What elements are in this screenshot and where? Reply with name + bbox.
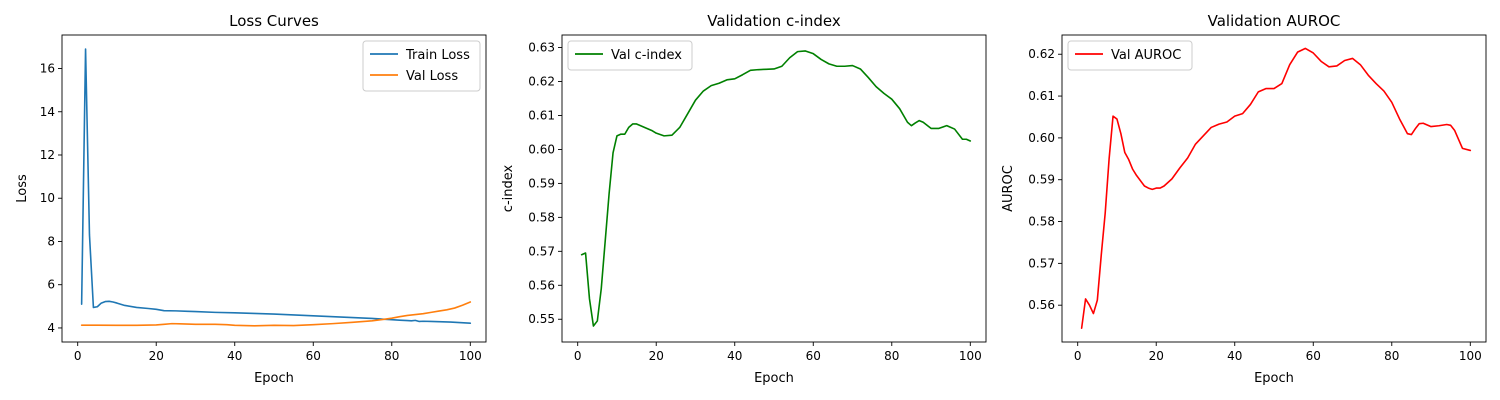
legend-box xyxy=(567,40,693,71)
legend-label: Val Loss xyxy=(406,69,458,84)
series-line-1-1 xyxy=(80,48,472,324)
y-axis-label: c-index xyxy=(501,164,516,212)
legend-label: Train Loss xyxy=(405,48,470,63)
x-tick-label: 100 xyxy=(959,349,982,363)
y-tick-label: 0.57 xyxy=(528,244,555,258)
series-line-2-1 xyxy=(580,50,972,327)
x-tick-label: 0 xyxy=(74,349,82,363)
x-tick-label: 0 xyxy=(1074,349,1082,363)
x-tick-label: 20 xyxy=(649,349,664,363)
y-tick-label: 16 xyxy=(40,62,55,76)
x-axis-label: Epoch xyxy=(754,371,794,386)
y-tick-label: 0.57 xyxy=(1028,256,1055,270)
y-tick-label: 0.58 xyxy=(528,210,555,224)
y-tick-label: 0.60 xyxy=(1028,131,1055,145)
x-tick-label: 40 xyxy=(727,349,742,363)
y-tick-label: 14 xyxy=(40,105,55,119)
x-tick-label: 20 xyxy=(149,349,164,363)
y-tick-label: 0.59 xyxy=(1028,173,1055,187)
series-line-1-2 xyxy=(80,301,472,327)
y-tick-label: 0.61 xyxy=(1028,89,1055,103)
x-tick-label: 60 xyxy=(806,349,821,363)
axes-frame xyxy=(561,34,987,343)
x-tick-label: 100 xyxy=(459,349,482,363)
legend-box xyxy=(1067,40,1193,71)
subplot-3: 0 20 40 60 80 100 0.56 0.57 0.58 0.59 0.60 0.61 0.62… xyxy=(1001,12,1487,386)
x-axis-label: Epoch xyxy=(1254,371,1294,386)
y-tick-label: 0.59 xyxy=(528,176,555,190)
x-tick-label: 40 xyxy=(1227,349,1242,363)
y-tick-label: 0.55 xyxy=(528,312,555,326)
chart-title: Loss Curves xyxy=(229,12,319,30)
y-axis-label: Loss xyxy=(15,174,30,203)
axes-frame xyxy=(61,34,487,343)
x-tick-label: 100 xyxy=(1459,349,1482,363)
x-tick-label: 0 xyxy=(574,349,582,363)
x-tick-label: 80 xyxy=(1384,349,1399,363)
y-tick-label: 0.63 xyxy=(528,41,555,55)
x-axis-label: Epoch xyxy=(254,371,294,386)
legend: Val c-index xyxy=(567,40,693,71)
subplot-2: 0 20 40 60 80 100 0.55 0.56 0.57 0.58 0.59 0.60 0.61… xyxy=(501,12,987,386)
y-tick-label: 8 xyxy=(47,234,55,248)
series-line-3-1 xyxy=(1080,47,1472,329)
x-tick-label: 40 xyxy=(227,349,242,363)
y-tick-label: 0.56 xyxy=(1028,298,1055,312)
x-tick-label: 60 xyxy=(306,349,321,363)
axes-frame xyxy=(1061,34,1487,343)
x-tick-label: 80 xyxy=(384,349,399,363)
x-tick-label: 80 xyxy=(884,349,899,363)
y-tick-label: 4 xyxy=(47,321,55,335)
y-tick-label: 0.60 xyxy=(528,142,555,156)
subplot-1: 0 20 40 60 80 100 4 6 8 10 12 14 16 Loss Curves Epoch L… xyxy=(15,12,487,386)
legend-label: Val c-index xyxy=(611,48,682,63)
chart-title: Validation AUROC xyxy=(1208,12,1341,30)
y-tick-label: 6 xyxy=(47,278,55,292)
y-tick-label: 0.61 xyxy=(528,108,555,122)
legend-label: Val AUROC xyxy=(1111,48,1181,63)
y-axis-label: AUROC xyxy=(1001,165,1016,212)
x-tick-label: 60 xyxy=(1306,349,1321,363)
y-tick-label: 0.62 xyxy=(528,75,555,89)
y-tick-label: 0.56 xyxy=(528,278,555,292)
y-tick-label: 0.58 xyxy=(1028,215,1055,229)
chart-title: Validation c-index xyxy=(707,12,841,30)
y-tick-label: 0.62 xyxy=(1028,47,1055,61)
legend: Val AUROC xyxy=(1067,40,1193,71)
legend: Train Loss Val Loss xyxy=(362,40,481,92)
y-tick-label: 12 xyxy=(40,148,55,162)
y-tick-label: 10 xyxy=(40,191,55,205)
x-tick-label: 20 xyxy=(1149,349,1164,363)
